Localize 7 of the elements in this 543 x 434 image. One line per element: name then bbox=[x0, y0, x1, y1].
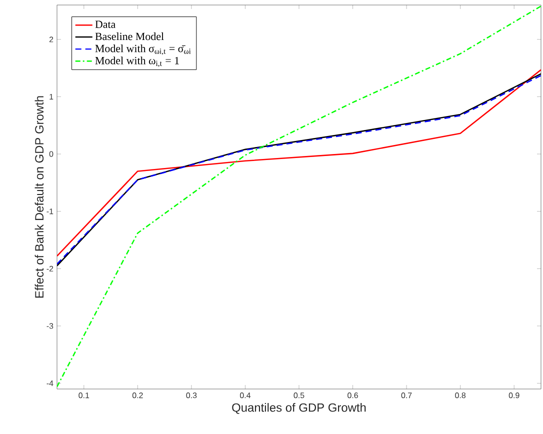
legend-label: Model with ω$_{i,t}$ = 1 bbox=[95, 56, 179, 68]
legend-label: Model with σ$_{ωi,t}$ = σ̄$_{ωi}$ bbox=[95, 44, 191, 55]
line-series bbox=[57, 6, 541, 388]
legend-label: Baseline Model bbox=[95, 32, 164, 40]
y-axis-title: Effect of Bank Default on GDP Growth bbox=[34, 96, 44, 298]
legend-label: Data bbox=[95, 20, 116, 28]
x-axis-title: Quantiles of GDP Growth bbox=[232, 403, 366, 414]
